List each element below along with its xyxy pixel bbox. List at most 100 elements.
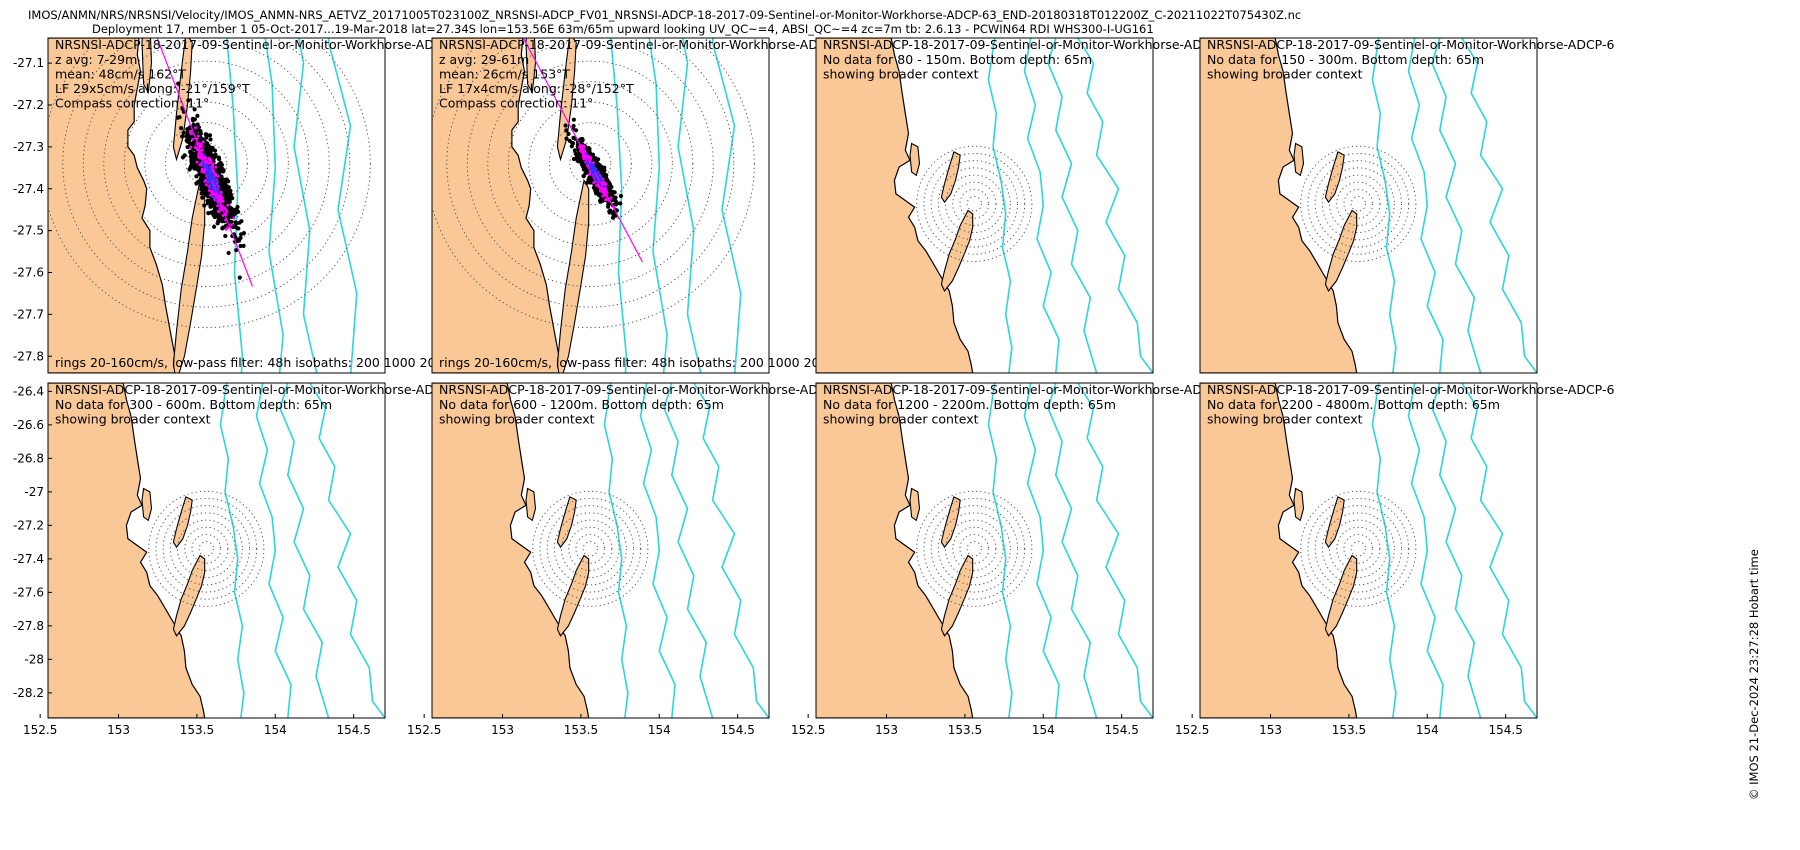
isobath-line-2: [1023, 383, 1060, 718]
lowpass-point: [189, 131, 193, 135]
speed-ring-1: [966, 196, 982, 212]
scatter-point: [241, 243, 246, 248]
scatter-point: [222, 182, 227, 187]
panel-plot-area: [432, 383, 769, 718]
scatter-point: [607, 210, 612, 215]
mean-cluster-point: [586, 162, 589, 165]
scatter-point: [179, 126, 184, 131]
lowpass-point: [588, 157, 592, 161]
x-tick-label: 152.5: [23, 723, 57, 737]
panel-frame: [815, 37, 1154, 374]
x-tick-label: 154: [1416, 723, 1439, 737]
scatter-point: [203, 192, 208, 197]
scatter-point: [221, 191, 226, 196]
speed-ring-7: [923, 497, 1026, 600]
scatter-point: [182, 153, 187, 158]
speed-ring-4: [1329, 174, 1388, 234]
y-tick-label: -27.6: [13, 585, 44, 599]
y-tick-label: -28: [24, 652, 44, 666]
panel-plot-area: [48, 38, 371, 373]
speed-ring-7: [62, 38, 351, 308]
scatter-point: [211, 200, 216, 205]
scatter-point: [221, 225, 226, 230]
scatter-point: [192, 107, 197, 112]
scatter-point: [225, 187, 230, 192]
y-tick-label: -27.6: [13, 266, 44, 280]
speed-ring-3: [184, 526, 229, 571]
speed-ring-5: [553, 512, 627, 586]
scatter-point: [196, 166, 201, 171]
scatter-point: [212, 224, 217, 229]
x-tick-label: 154.5: [1104, 723, 1138, 737]
scatter-point: [185, 145, 190, 150]
scatter-point: [581, 174, 586, 179]
isobath-line-1: [609, 38, 628, 373]
panel-frame: [431, 37, 770, 374]
isobath-line-2: [639, 383, 676, 718]
mean-cluster-point: [202, 153, 206, 157]
mean-cluster-point: [603, 185, 607, 188]
scatter-point: [606, 180, 611, 185]
scatter-point: [237, 275, 242, 280]
scatter-point: [212, 214, 217, 220]
mean-cluster-point: [215, 184, 219, 187]
panel-annotation-line: No data for 300 - 600m. Bottom depth: 65…: [55, 397, 332, 412]
lowpass-point: [189, 145, 193, 149]
lowpass-point: [226, 203, 230, 207]
scatter-point: [238, 235, 243, 240]
isobath-line-2: [648, 38, 668, 373]
mean-cluster-point: [214, 198, 218, 202]
y-tick-label: -27.2: [13, 98, 44, 112]
panel-title: NRSNSI-ADCP-18-2017-09-Sentinel-or-Monit…: [1207, 382, 1614, 397]
y-tick-label: -27: [24, 485, 44, 499]
speed-ring-8: [532, 490, 649, 607]
speed-ring-4: [561, 519, 620, 579]
panel-annotation-line: No data for 1200 - 2200m. Bottom depth: …: [823, 397, 1116, 412]
x-tick-label: 154.5: [1488, 723, 1522, 737]
lowpass-point: [582, 157, 586, 161]
scatter-point: [238, 243, 243, 249]
scatter-point: [584, 180, 589, 185]
scatter-point: [216, 170, 221, 175]
speed-ring-5: [103, 60, 310, 267]
scatter-point: [191, 141, 196, 146]
panel-annotation-line: LF 17x4cm/s along: -28°/152°T: [439, 81, 634, 96]
speed-ring-8: [1300, 490, 1417, 607]
x-tick-label: 154: [264, 723, 287, 737]
speed-ring-8: [48, 38, 371, 329]
panel-annotation-line: showing broader context: [823, 412, 979, 427]
panel-title: NRSNSI-ADCP-18-2017-09-Sentinel-or-Monit…: [823, 37, 1230, 52]
scatter-point: [575, 158, 580, 163]
bribie-island: [909, 487, 921, 522]
scatter-point: [612, 190, 617, 195]
x-tick-label: 152.5: [407, 723, 441, 737]
mainland-land: [816, 383, 974, 718]
scatter-point: [217, 157, 222, 162]
speed-ring-2: [959, 533, 990, 564]
panel-plot-area: [48, 383, 385, 718]
mainland-land: [48, 383, 206, 718]
isobath-line-3: [1431, 383, 1482, 718]
lowpass-point: [595, 183, 599, 187]
scatter-point: [181, 130, 186, 135]
scatter-point: [195, 113, 200, 118]
lowpass-point: [198, 156, 202, 160]
scatter-point: [223, 197, 228, 202]
mean-cluster-point: [212, 180, 216, 183]
speed-ring-1: [582, 541, 598, 557]
panel-frame: [1199, 37, 1538, 374]
mean-cluster-point: [202, 164, 205, 167]
speed-ring-6: [82, 40, 330, 288]
speed-ring-7: [539, 497, 642, 600]
lowpass-point: [216, 209, 220, 213]
speed-ring-5: [487, 60, 694, 267]
isobath-line-1: [225, 38, 244, 373]
chart-panel-7: NRSNSI-ADCP-18-2017-09-Sentinel-or-Monit…: [791, 382, 1230, 737]
scatter-point: [207, 133, 213, 138]
panel-annotation-line: z avg: 29-61m: [439, 52, 529, 67]
mean-cluster-point: [590, 172, 594, 175]
x-tick-label: 154.5: [336, 723, 370, 737]
scatter-point: [567, 138, 572, 143]
isobath-line-1: [603, 383, 629, 718]
panel-annotation-line: No data for 600 - 1200m. Bottom depth: 6…: [439, 397, 724, 412]
